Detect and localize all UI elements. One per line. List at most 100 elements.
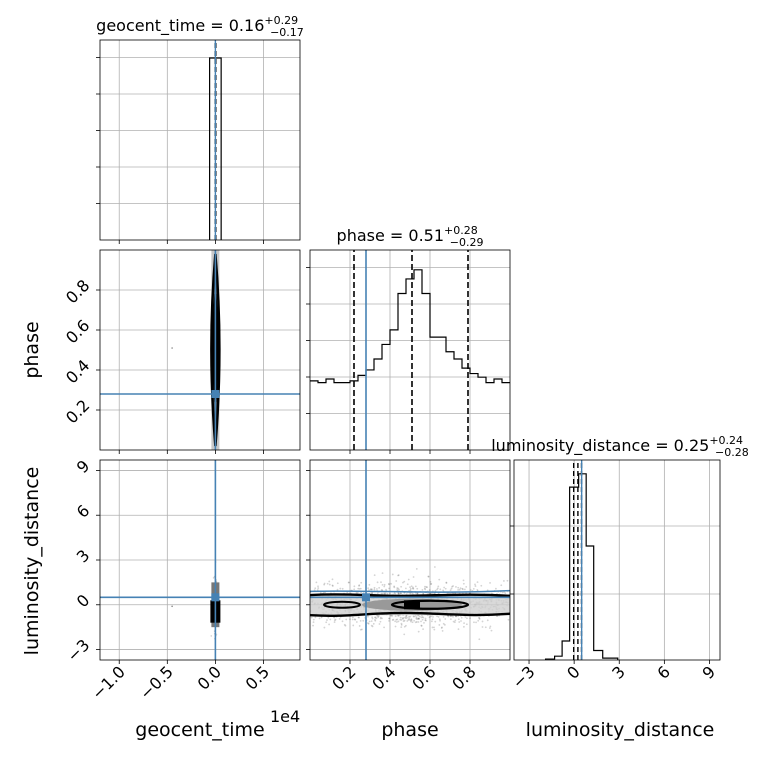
sample-point (409, 619, 412, 622)
y-tick-label: 9 (73, 456, 94, 477)
panel-frame (99, 459, 301, 661)
sample-point (460, 620, 462, 622)
sample-point (416, 618, 419, 621)
sample-point (416, 592, 419, 595)
sample-point (404, 624, 407, 627)
sample-point (357, 616, 360, 619)
sample-point (397, 574, 400, 577)
sample-point (391, 573, 394, 576)
sample-point (378, 623, 381, 625)
sample-point (403, 633, 406, 636)
sample-point (417, 617, 420, 620)
sample-point (465, 623, 468, 626)
sample-point (331, 578, 334, 581)
hist-step-line (310, 269, 510, 384)
sample-point (426, 586, 428, 589)
sample-point (352, 624, 355, 627)
sample-point (447, 615, 450, 618)
sample-point (437, 585, 440, 588)
sample-point (329, 618, 332, 621)
x-tick-label: −1.0 (88, 662, 129, 703)
sample-point (486, 619, 489, 622)
sample-point (377, 615, 379, 617)
sample-point (358, 587, 361, 590)
sample-point (440, 627, 443, 629)
sample-point (317, 585, 319, 588)
sample-point (473, 621, 475, 624)
sample-point (454, 619, 457, 622)
sample-point (412, 587, 415, 590)
sample-point (323, 583, 326, 586)
panel-title: geocent_time = 0.16+0.29 −0.17 (96, 14, 304, 39)
sample-point (376, 614, 378, 617)
sample-point (402, 581, 404, 584)
panel-luminosity_distance-vs-geocent_time: −1.0 −0.5 0.0 0.5 −3 0 3 6 9 (63, 456, 301, 703)
sample-point (400, 622, 403, 625)
sample-point (489, 582, 491, 584)
sample-point (380, 592, 383, 595)
sample-point (393, 585, 396, 588)
sample-point (384, 592, 387, 594)
sample-point (506, 579, 509, 582)
sample-point (455, 615, 457, 618)
sample-point (430, 615, 433, 618)
panel-phase-vs-geocent_time: 0.2 0.4 0.6 0.8 (62, 249, 301, 454)
sample-point (319, 591, 322, 594)
sample-point (381, 583, 384, 586)
sample-point (357, 587, 360, 590)
sample-point (370, 620, 373, 623)
sample-point (430, 582, 433, 585)
sample-point (394, 625, 397, 628)
sample-point (325, 621, 328, 624)
x-axis-label-phase: phase (381, 719, 438, 741)
x-tick-label: 3 (608, 662, 629, 683)
sample-point (381, 572, 384, 575)
sample-point (500, 584, 503, 587)
sample-point (380, 581, 382, 584)
sample-point (405, 615, 408, 618)
sample-point (359, 587, 362, 590)
sample-point (427, 575, 430, 578)
sample-point (420, 620, 422, 623)
title-upper-error: +0.29 (264, 14, 298, 27)
sample-point (397, 587, 400, 590)
sample-point (436, 588, 438, 591)
sample-point (385, 588, 387, 591)
sample-point (395, 580, 398, 582)
sample-point (323, 626, 326, 629)
x-offset-text: 1e4 (270, 707, 300, 726)
sample-point (458, 621, 461, 623)
contour-line (310, 593, 510, 598)
sample-point (455, 615, 458, 618)
truth-marker (211, 390, 220, 398)
contour-line-highlight (310, 589, 510, 593)
sample-point (353, 585, 356, 588)
sample-point (312, 621, 315, 624)
sample-point (368, 589, 370, 591)
sample-point (409, 586, 411, 589)
sample-point (420, 624, 423, 627)
sample-point (341, 620, 344, 623)
sample-point (476, 581, 479, 584)
sample-point (463, 622, 465, 625)
sample-point (411, 587, 414, 590)
sample-point (409, 615, 412, 618)
sample-point (393, 592, 396, 595)
sample-point (376, 581, 379, 584)
sample-point (396, 587, 399, 589)
sample-point (404, 587, 407, 590)
sample-point (400, 585, 403, 588)
sample-point (381, 617, 383, 620)
sample-point (372, 622, 375, 625)
sample-point (354, 618, 357, 621)
sample-point (441, 626, 443, 629)
sample-point (395, 621, 398, 623)
sample-point (414, 615, 417, 617)
sample-point (394, 620, 397, 623)
sample-point (394, 615, 397, 618)
title-label: geocent_time = 0.16 (96, 16, 264, 36)
contour-line (310, 611, 510, 617)
sample-point (433, 628, 436, 631)
sample-point (326, 619, 328, 621)
sample-point (415, 617, 418, 620)
